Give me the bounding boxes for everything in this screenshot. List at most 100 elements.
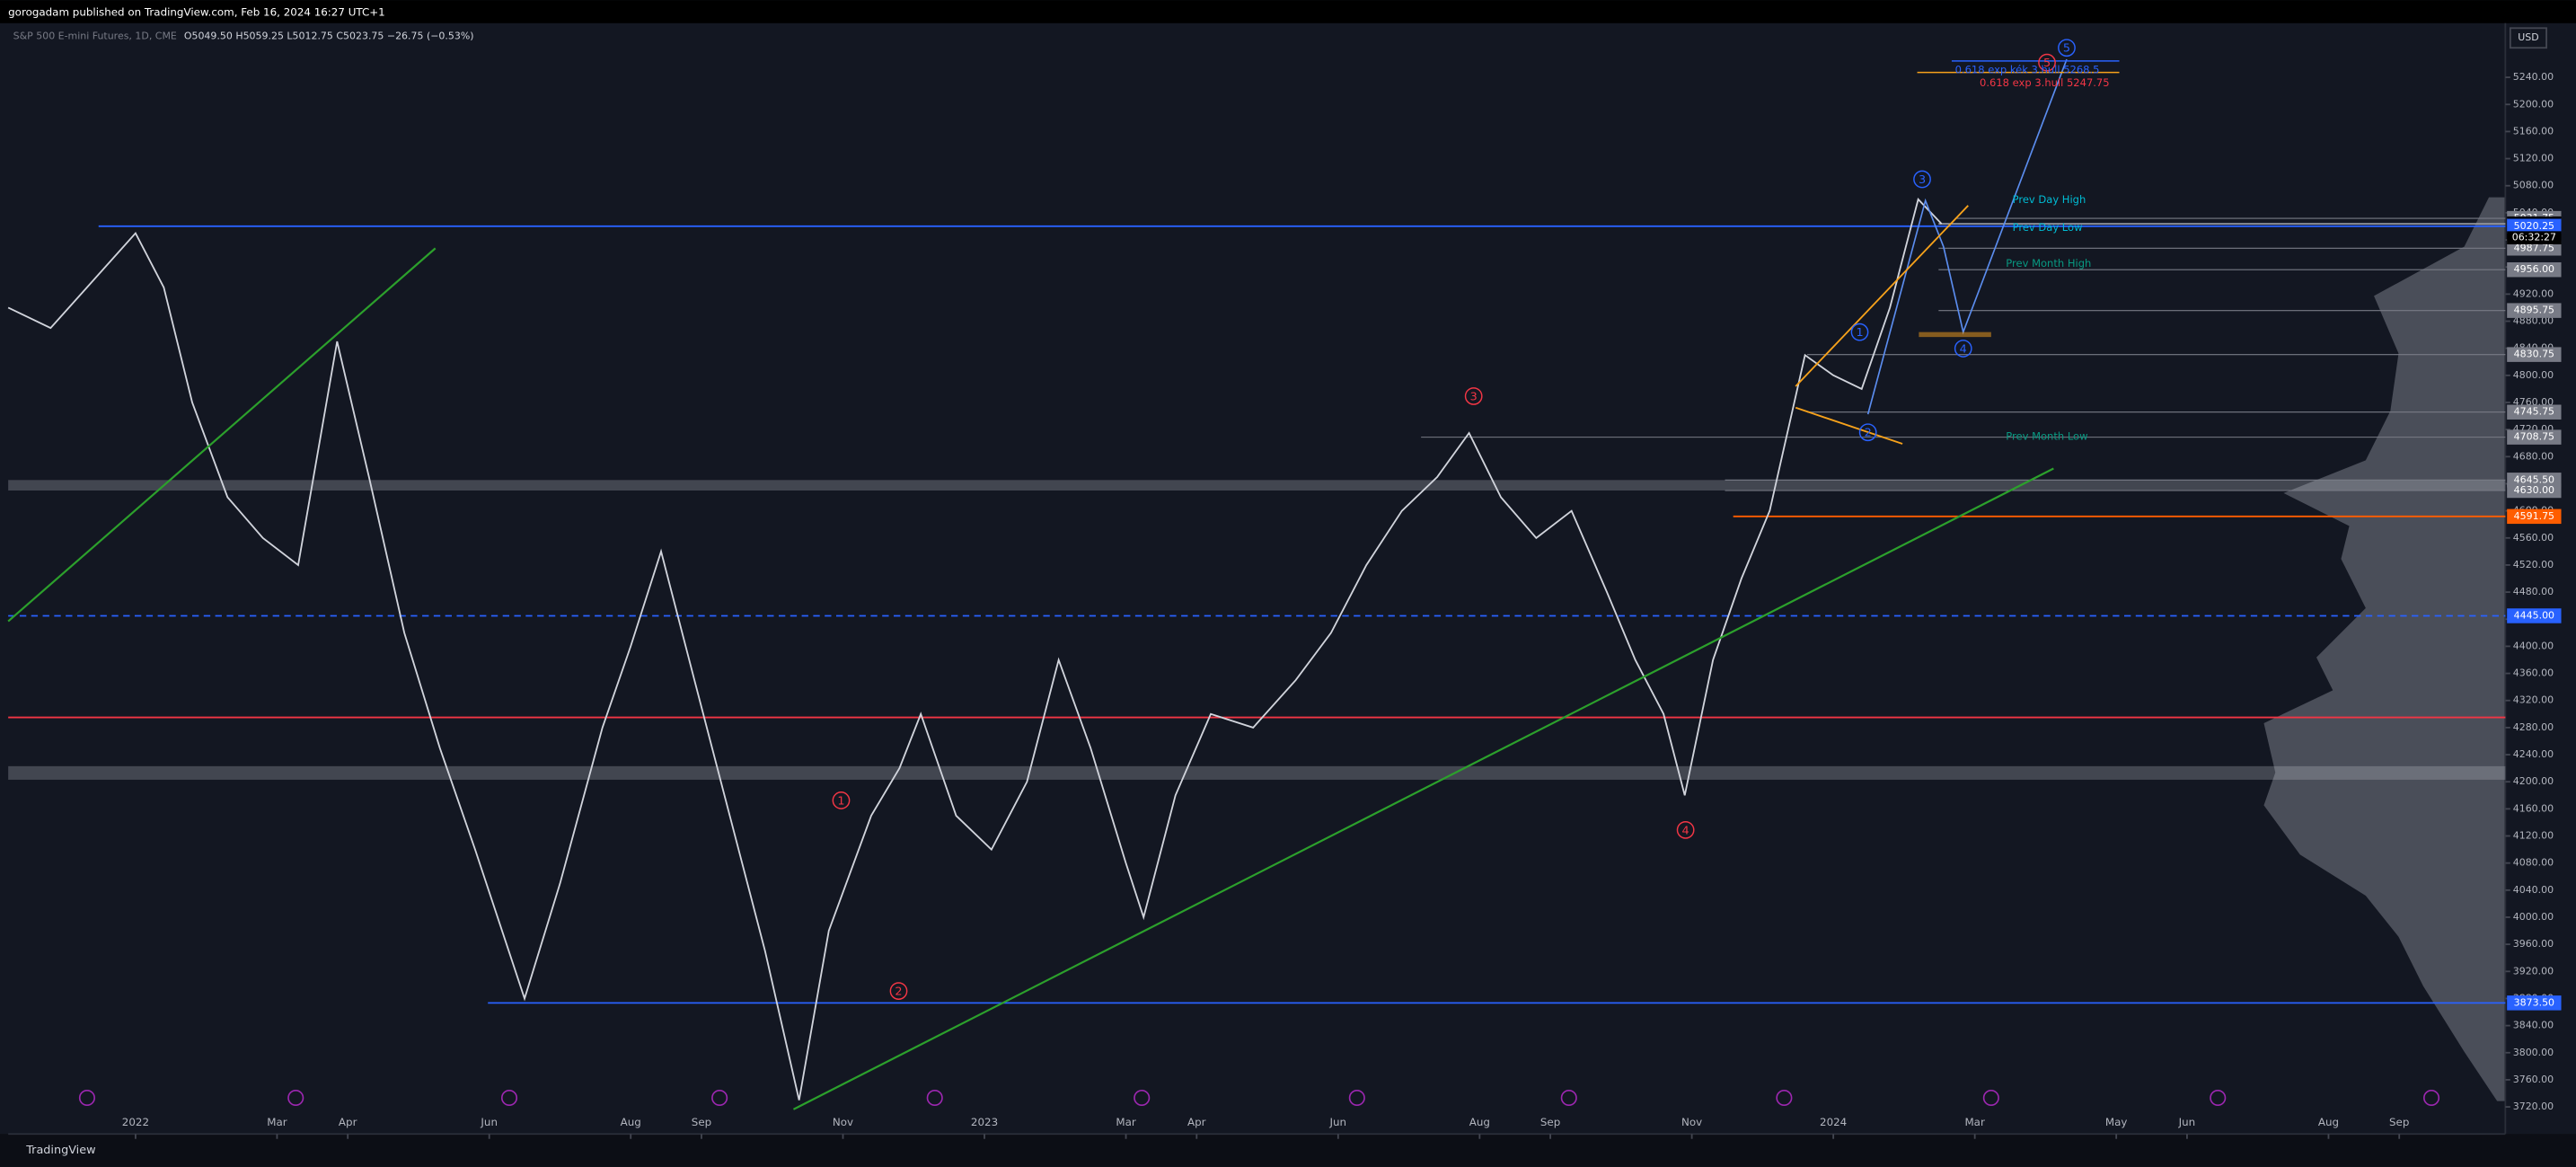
wave-circle [1954, 340, 1972, 358]
icon[interactable] [2210, 1089, 2227, 1107]
x-tick-label: Mar [1116, 1116, 1136, 1128]
price-tag-label: 4591.75 [2514, 510, 2554, 522]
price-tag [2507, 404, 2562, 420]
marks [7, 22, 2510, 1139]
y-tick-label: 5240.00 [2513, 71, 2554, 83]
y-tick-label: 5080.00 [2513, 180, 2554, 191]
price-tag-label: 5020.25 [2514, 220, 2554, 232]
band [8, 480, 2506, 491]
wave-circle [1676, 820, 1695, 839]
projection [1866, 58, 2068, 415]
annotation: 0.618 exp 3.hull 5247.75 [1980, 76, 2110, 89]
x-tick-label: May [2105, 1116, 2128, 1128]
x-tick-label: Apr [1187, 1116, 1206, 1128]
wave-label: 4 [1960, 342, 1967, 356]
annotation: Prev Month High [2006, 257, 2091, 270]
x-tick-label: Jun [2178, 1116, 2196, 1128]
x-tick-label: 2024 [1820, 1116, 1847, 1128]
y-tick-label: 4160.00 [2513, 802, 2554, 814]
y-tick-label: 4560.00 [2513, 532, 2554, 544]
countdown-tag [2507, 231, 2562, 245]
published-text: gorogadam published on TradingView.com, … [8, 5, 385, 18]
icon[interactable] [1982, 1089, 1999, 1107]
icon[interactable] [1560, 1089, 1577, 1107]
price-tag-label: 4895.75 [2514, 305, 2554, 316]
y-tick-label: 3840.00 [2513, 1020, 2554, 1031]
y-tick-label: 4280.00 [2513, 721, 2554, 733]
icon[interactable] [2422, 1089, 2440, 1107]
wave-circle [2058, 39, 2076, 57]
price-tag [2507, 995, 2562, 1011]
price-tag-label: 3873.50 [2514, 996, 2554, 1008]
x-tick-label: 2023 [971, 1116, 998, 1128]
icon[interactable] [1134, 1089, 1151, 1107]
x-tick-label: Nov [1681, 1116, 1702, 1128]
wave-label: 5 [2063, 42, 2070, 56]
y-tick-label: 4360.00 [2513, 667, 2554, 679]
wave-label: 5 [2043, 57, 2051, 70]
price-tag-label: 4708.75 [2514, 431, 2554, 443]
y-tick-label: 4320.00 [2513, 694, 2554, 706]
x-tick-label: Sep [2389, 1116, 2409, 1128]
y-tick-label: 4200.00 [2513, 775, 2554, 787]
price-tag [2507, 241, 2562, 256]
price-tag [2507, 261, 2562, 278]
price-tag-label: 4987.75 [2514, 242, 2554, 253]
x-tick-label: Aug [1469, 1116, 1490, 1128]
x-tick-label: Sep [692, 1116, 711, 1128]
nav-icons [78, 1089, 2440, 1107]
price-line [7, 198, 1943, 1101]
y-tick-label: 4400.00 [2513, 640, 2554, 651]
price-tag-label: 4745.75 [2514, 406, 2554, 418]
icon[interactable] [78, 1089, 95, 1107]
price-tag-label: 4645.50 [2514, 473, 2554, 485]
currency[interactable]: USD [2518, 31, 2538, 43]
labels: 3720.003760.003800.003840.003880.003920.… [122, 39, 2562, 1128]
annotation: Prev Day High [2013, 193, 2086, 206]
wave-circle [889, 982, 908, 1000]
y-tick-label: 5160.00 [2513, 125, 2554, 137]
icon[interactable] [1776, 1089, 1793, 1107]
annotation: 0.618 exp kék 3.hull 5268.5 [1955, 63, 2100, 75]
icon[interactable] [926, 1089, 943, 1107]
volume-profile [2263, 197, 2506, 1101]
y-tick-label: 3920.00 [2513, 965, 2554, 977]
x-tick-label: Nov [833, 1116, 853, 1128]
trendline [792, 467, 2054, 1110]
x-tick-label: 2022 [122, 1116, 149, 1128]
price-tag [2507, 347, 2562, 362]
price-tag [2507, 429, 2562, 445]
icon[interactable] [711, 1089, 728, 1107]
y-tick-label: 4120.00 [2513, 830, 2554, 842]
wedge-line [1795, 205, 1969, 387]
wave-circle [1858, 423, 1877, 442]
y-tick-label: 4240.00 [2513, 748, 2554, 760]
band [8, 765, 2506, 780]
x-tick-label: Sep [1540, 1116, 1560, 1128]
x-tick-label: Aug [621, 1116, 641, 1128]
icon[interactable] [1348, 1089, 1365, 1107]
ohlc: O5049.50 H5059.25 L5012.75 C5023.75 −26.… [184, 30, 474, 41]
wave-label: 3 [1919, 173, 1926, 187]
y-tick-label: 3760.00 [2513, 1074, 2554, 1085]
y-tick-label: 4080.00 [2513, 857, 2554, 869]
y-tick-label: 4680.00 [2513, 450, 2554, 462]
symbol: S&P 500 E-mini Futures, 1D, CME [13, 30, 177, 41]
wave-label: 2 [1865, 427, 1872, 440]
y-tick-label: 4040.00 [2513, 884, 2554, 896]
y-tick-label: 5120.00 [2513, 153, 2554, 164]
icon[interactable] [287, 1089, 304, 1107]
x-tick-label: Jun [1329, 1116, 1347, 1128]
wave-label: 2 [895, 986, 902, 999]
y-tick-label: 4000.00 [2513, 911, 2554, 923]
price-tag [2507, 482, 2562, 499]
x-tick-label: Aug [2318, 1116, 2339, 1128]
wedge-line [1795, 406, 1903, 445]
currency-box[interactable] [2509, 27, 2547, 49]
y-tick-label: 4480.00 [2513, 586, 2554, 597]
price-tag [2507, 303, 2562, 318]
annotation: Prev Month Low [2006, 429, 2087, 442]
icon[interactable] [500, 1089, 518, 1107]
